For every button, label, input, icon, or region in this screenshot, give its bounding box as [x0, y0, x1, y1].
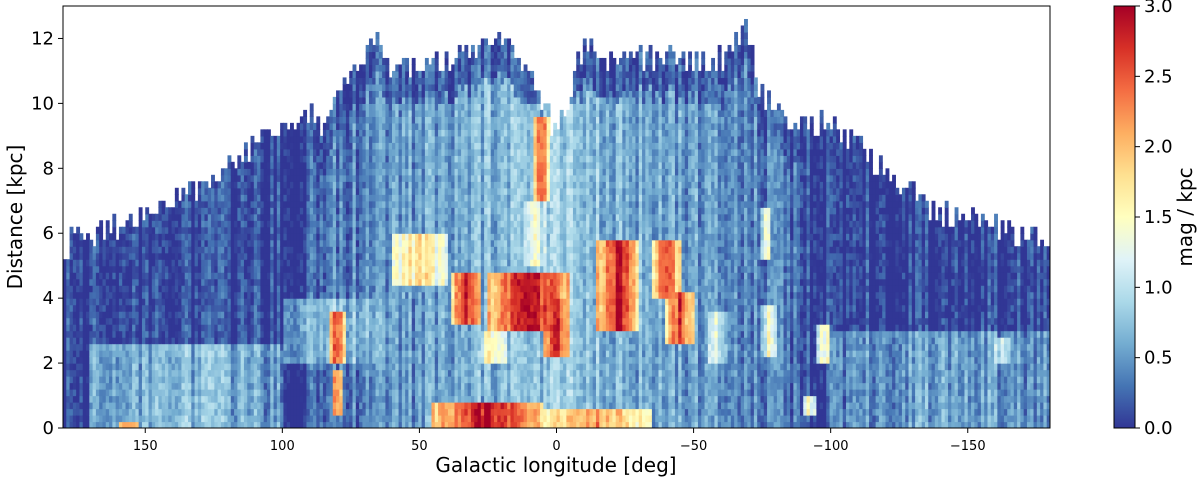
- x-tick-label: 150: [133, 439, 158, 454]
- colorbar: [1113, 5, 1136, 429]
- y-axis-ticks: 0 2 4 6 8 10 12: [31, 28, 63, 439]
- colorbar-tick-label: 2.5: [1144, 66, 1173, 87]
- y-tick-label: 10: [31, 93, 54, 114]
- x-tick-label: −50: [680, 439, 707, 454]
- heatmap-area: [63, 18, 1050, 428]
- colorbar-tick-label: 3.0: [1144, 0, 1173, 17]
- x-tick-label: −100: [813, 439, 849, 454]
- y-tick-label: 0: [43, 418, 54, 439]
- y-axis-label: Distance [kpc]: [3, 145, 27, 290]
- x-tick-label: 50: [411, 439, 428, 454]
- y-tick-label: 2: [43, 353, 54, 374]
- colorbar-tick-label: 1.5: [1144, 207, 1173, 228]
- x-tick-label: −150: [950, 439, 986, 454]
- x-tick-label: 0: [552, 439, 560, 454]
- x-axis-label: Galactic longitude [deg]: [435, 453, 676, 477]
- y-tick-label: 12: [31, 28, 54, 49]
- y-tick-label: 6: [43, 223, 54, 244]
- colorbar-tick-label: 0.0: [1144, 418, 1173, 439]
- y-tick-label: 4: [43, 288, 54, 309]
- y-tick-label: 8: [43, 158, 54, 179]
- colorbar-ticks: 0.0 0.5 1.0 1.5 2.0 2.5 3.0: [1135, 0, 1173, 439]
- colorbar-tick-label: 0.5: [1144, 348, 1173, 369]
- colorbar-tick-label: 1.0: [1144, 277, 1173, 298]
- x-tick-label: 100: [270, 439, 295, 454]
- colorbar-label: mag / kpc: [1173, 167, 1197, 266]
- x-axis-ticks: 150 100 50 0 −50 −100 −150: [133, 428, 986, 454]
- colorbar-tick-label: 2.0: [1144, 137, 1173, 158]
